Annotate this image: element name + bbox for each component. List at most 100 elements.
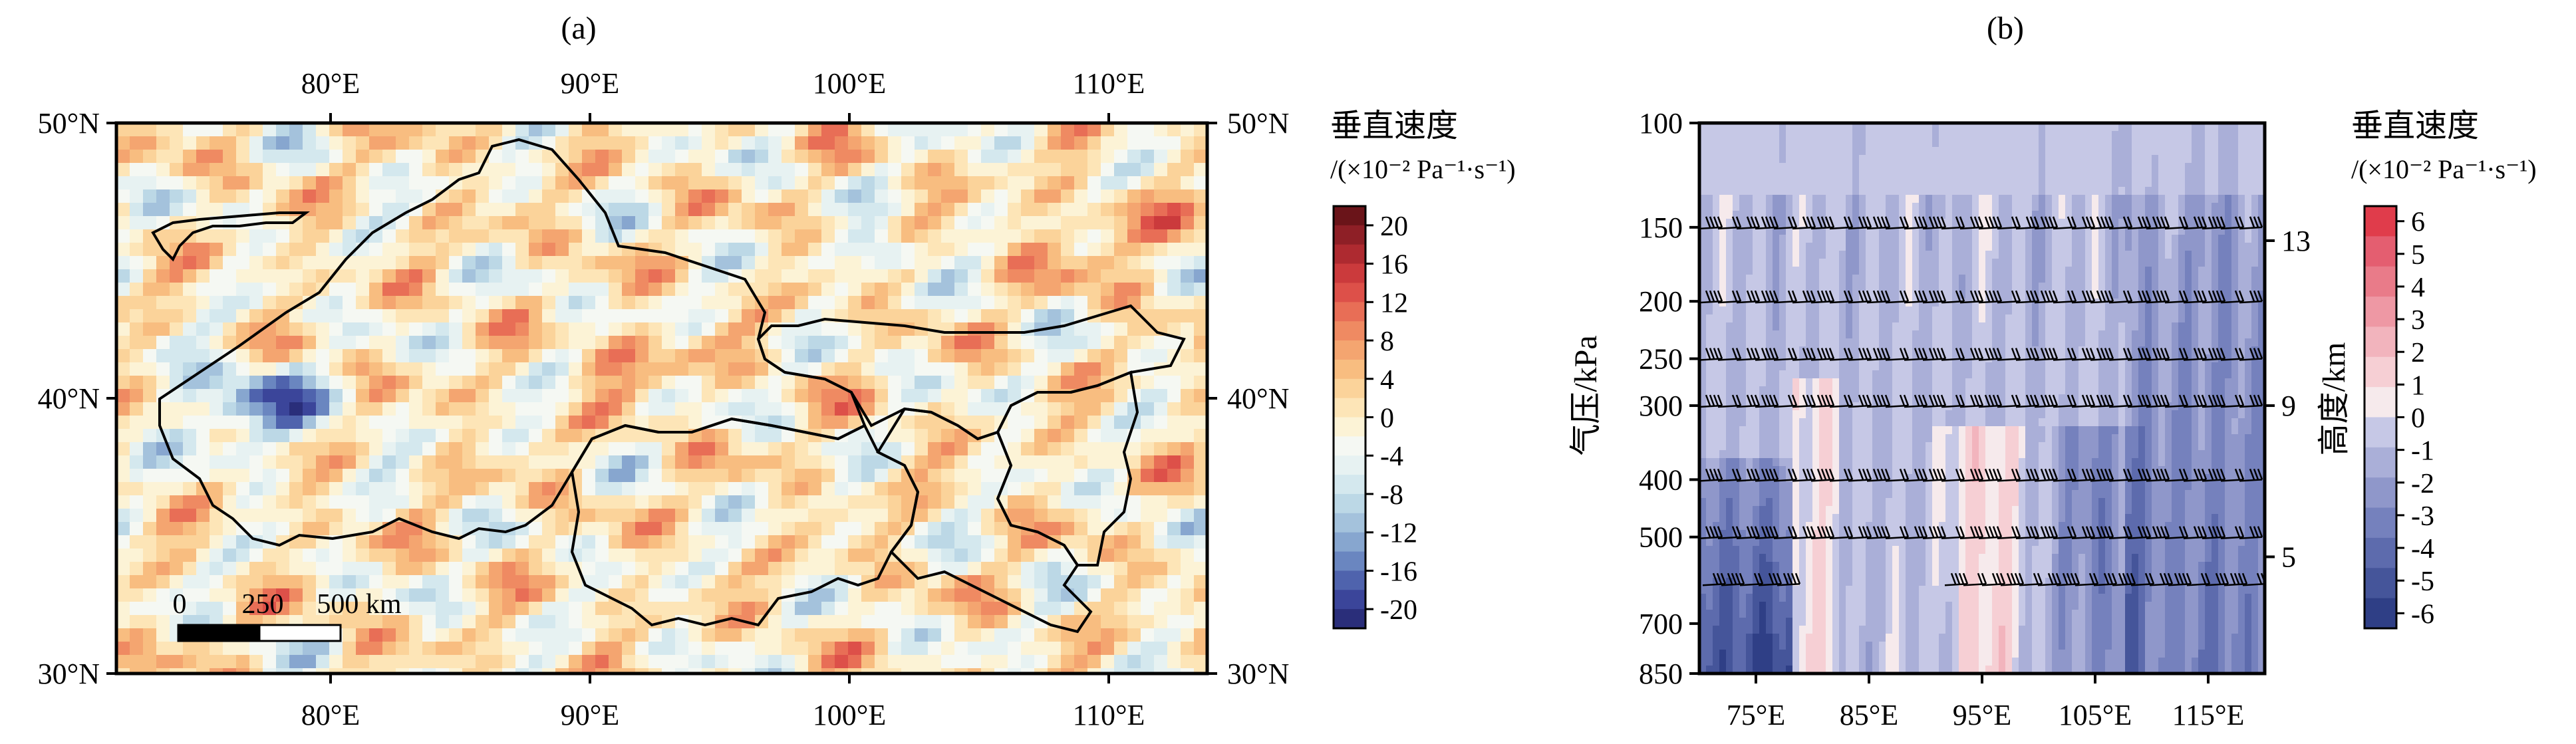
heatmap-cell [2012,179,2019,187]
heatmap-cell [2105,251,2112,259]
heatmap-cell [1061,602,1075,616]
heatmap-cell [875,482,889,496]
heatmap-cell [183,163,197,177]
heatmap-cell [848,296,862,310]
heatmap-cell [2231,163,2239,172]
heatmap-cell [170,562,184,576]
heatmap-cell [1919,251,1926,259]
heatmap-cell [662,469,676,483]
heatmap-cell [2238,179,2245,187]
heatmap-cell [462,588,476,602]
heatmap-cell [1141,269,1155,283]
heatmap-cell [236,269,250,283]
heatmap-cell [861,296,875,310]
heatmap-cell [768,389,782,403]
heatmap-cell [2125,163,2132,172]
heatmap-cell [795,668,809,674]
heatmap-cell [1087,615,1101,629]
heatmap-cell [515,150,529,164]
heatmap-cell [1839,171,1846,180]
heatmap-cell [249,229,263,243]
heatmap-cell [223,562,237,576]
heatmap-cell [1932,123,1939,132]
heatmap-cell [2092,147,2099,156]
heatmap-cell [476,269,490,283]
heatmap-cell [1985,195,1993,203]
heatmap-cell [595,522,609,536]
heatmap-cell [369,628,383,642]
heatmap-cell [409,416,423,430]
heatmap-cell [249,176,263,190]
heatmap-cell [1746,131,1753,140]
heatmap-cell [343,336,357,350]
heatmap-cell [875,575,889,589]
heatmap-cell [196,562,210,576]
heatmap-cell [635,163,649,177]
heatmap-cell [1726,211,1733,219]
heatmap-cell [436,376,450,390]
heatmap-cell [316,229,330,243]
heatmap-cell [476,322,490,336]
heatmap-cell [1034,283,1048,297]
heatmap-cell [170,522,184,536]
heatmap-cell [223,655,237,669]
heatmap-cell [2258,155,2265,164]
heatmap-cell [2178,131,2186,140]
heatmap-cell [1832,195,1840,203]
heatmap-cell [755,163,769,177]
heatmap-cell [595,229,609,243]
heatmap-cell [1726,195,1733,203]
heatmap-cell [356,588,370,602]
heatmap-cell [1061,309,1075,323]
heatmap-cell [994,376,1008,390]
heatmap-cell [595,575,609,589]
heatmap-cell [183,216,197,230]
heatmap-cell [1919,243,1926,251]
heatmap-cell [316,163,330,177]
heatmap-cell [835,469,849,483]
heatmap-cell [715,176,729,190]
heatmap-cell [1799,187,1806,195]
heatmap-cell [954,336,968,350]
heatmap-cell [422,455,436,469]
heatmap-cell [289,123,303,137]
heatmap-cell [702,176,716,190]
heatmap-cell [476,389,490,403]
heatmap-cell [396,416,410,430]
heatmap-cell [1906,243,1913,251]
heatmap-cell [2032,203,2039,211]
heatmap-cell [1792,259,1800,267]
heatmap-cell [1733,163,1740,172]
heatmap-cell [994,668,1008,674]
heatmap-cell [1181,123,1195,137]
heatmap-cell [2138,171,2146,180]
heatmap-cell [2205,147,2212,156]
heatmap-cell [436,588,450,602]
heatmap-cell [1766,187,1773,195]
heatmap-cell [329,655,343,669]
heatmap-cell [821,216,835,230]
heatmap-cell [183,189,197,203]
heatmap-cell [1699,179,1707,187]
heatmap-cell [1181,283,1195,297]
heatmap-cell [1101,416,1115,430]
heatmap-cell [1799,219,1806,227]
heatmap-cell [569,216,583,230]
heatmap-cell [782,336,795,350]
heatmap-cell [2065,235,2073,243]
heatmap-cell [542,256,556,270]
heatmap-cell [2045,235,2053,243]
heatmap-cell [196,150,210,164]
heatmap-cell [555,203,569,217]
heatmap-cell [1826,147,1833,156]
heatmap-cell [223,189,237,203]
heatmap-cell [782,602,795,616]
heatmap-cell [1879,211,1886,219]
heatmap-cell [2205,219,2212,227]
heatmap-cell [1048,229,1062,243]
heatmap-cell [1892,195,1900,203]
heatmap-cell [1959,203,1966,211]
heatmap-cell [156,349,170,363]
heatmap-cell [1194,136,1207,150]
heatmap-cell [263,562,277,576]
